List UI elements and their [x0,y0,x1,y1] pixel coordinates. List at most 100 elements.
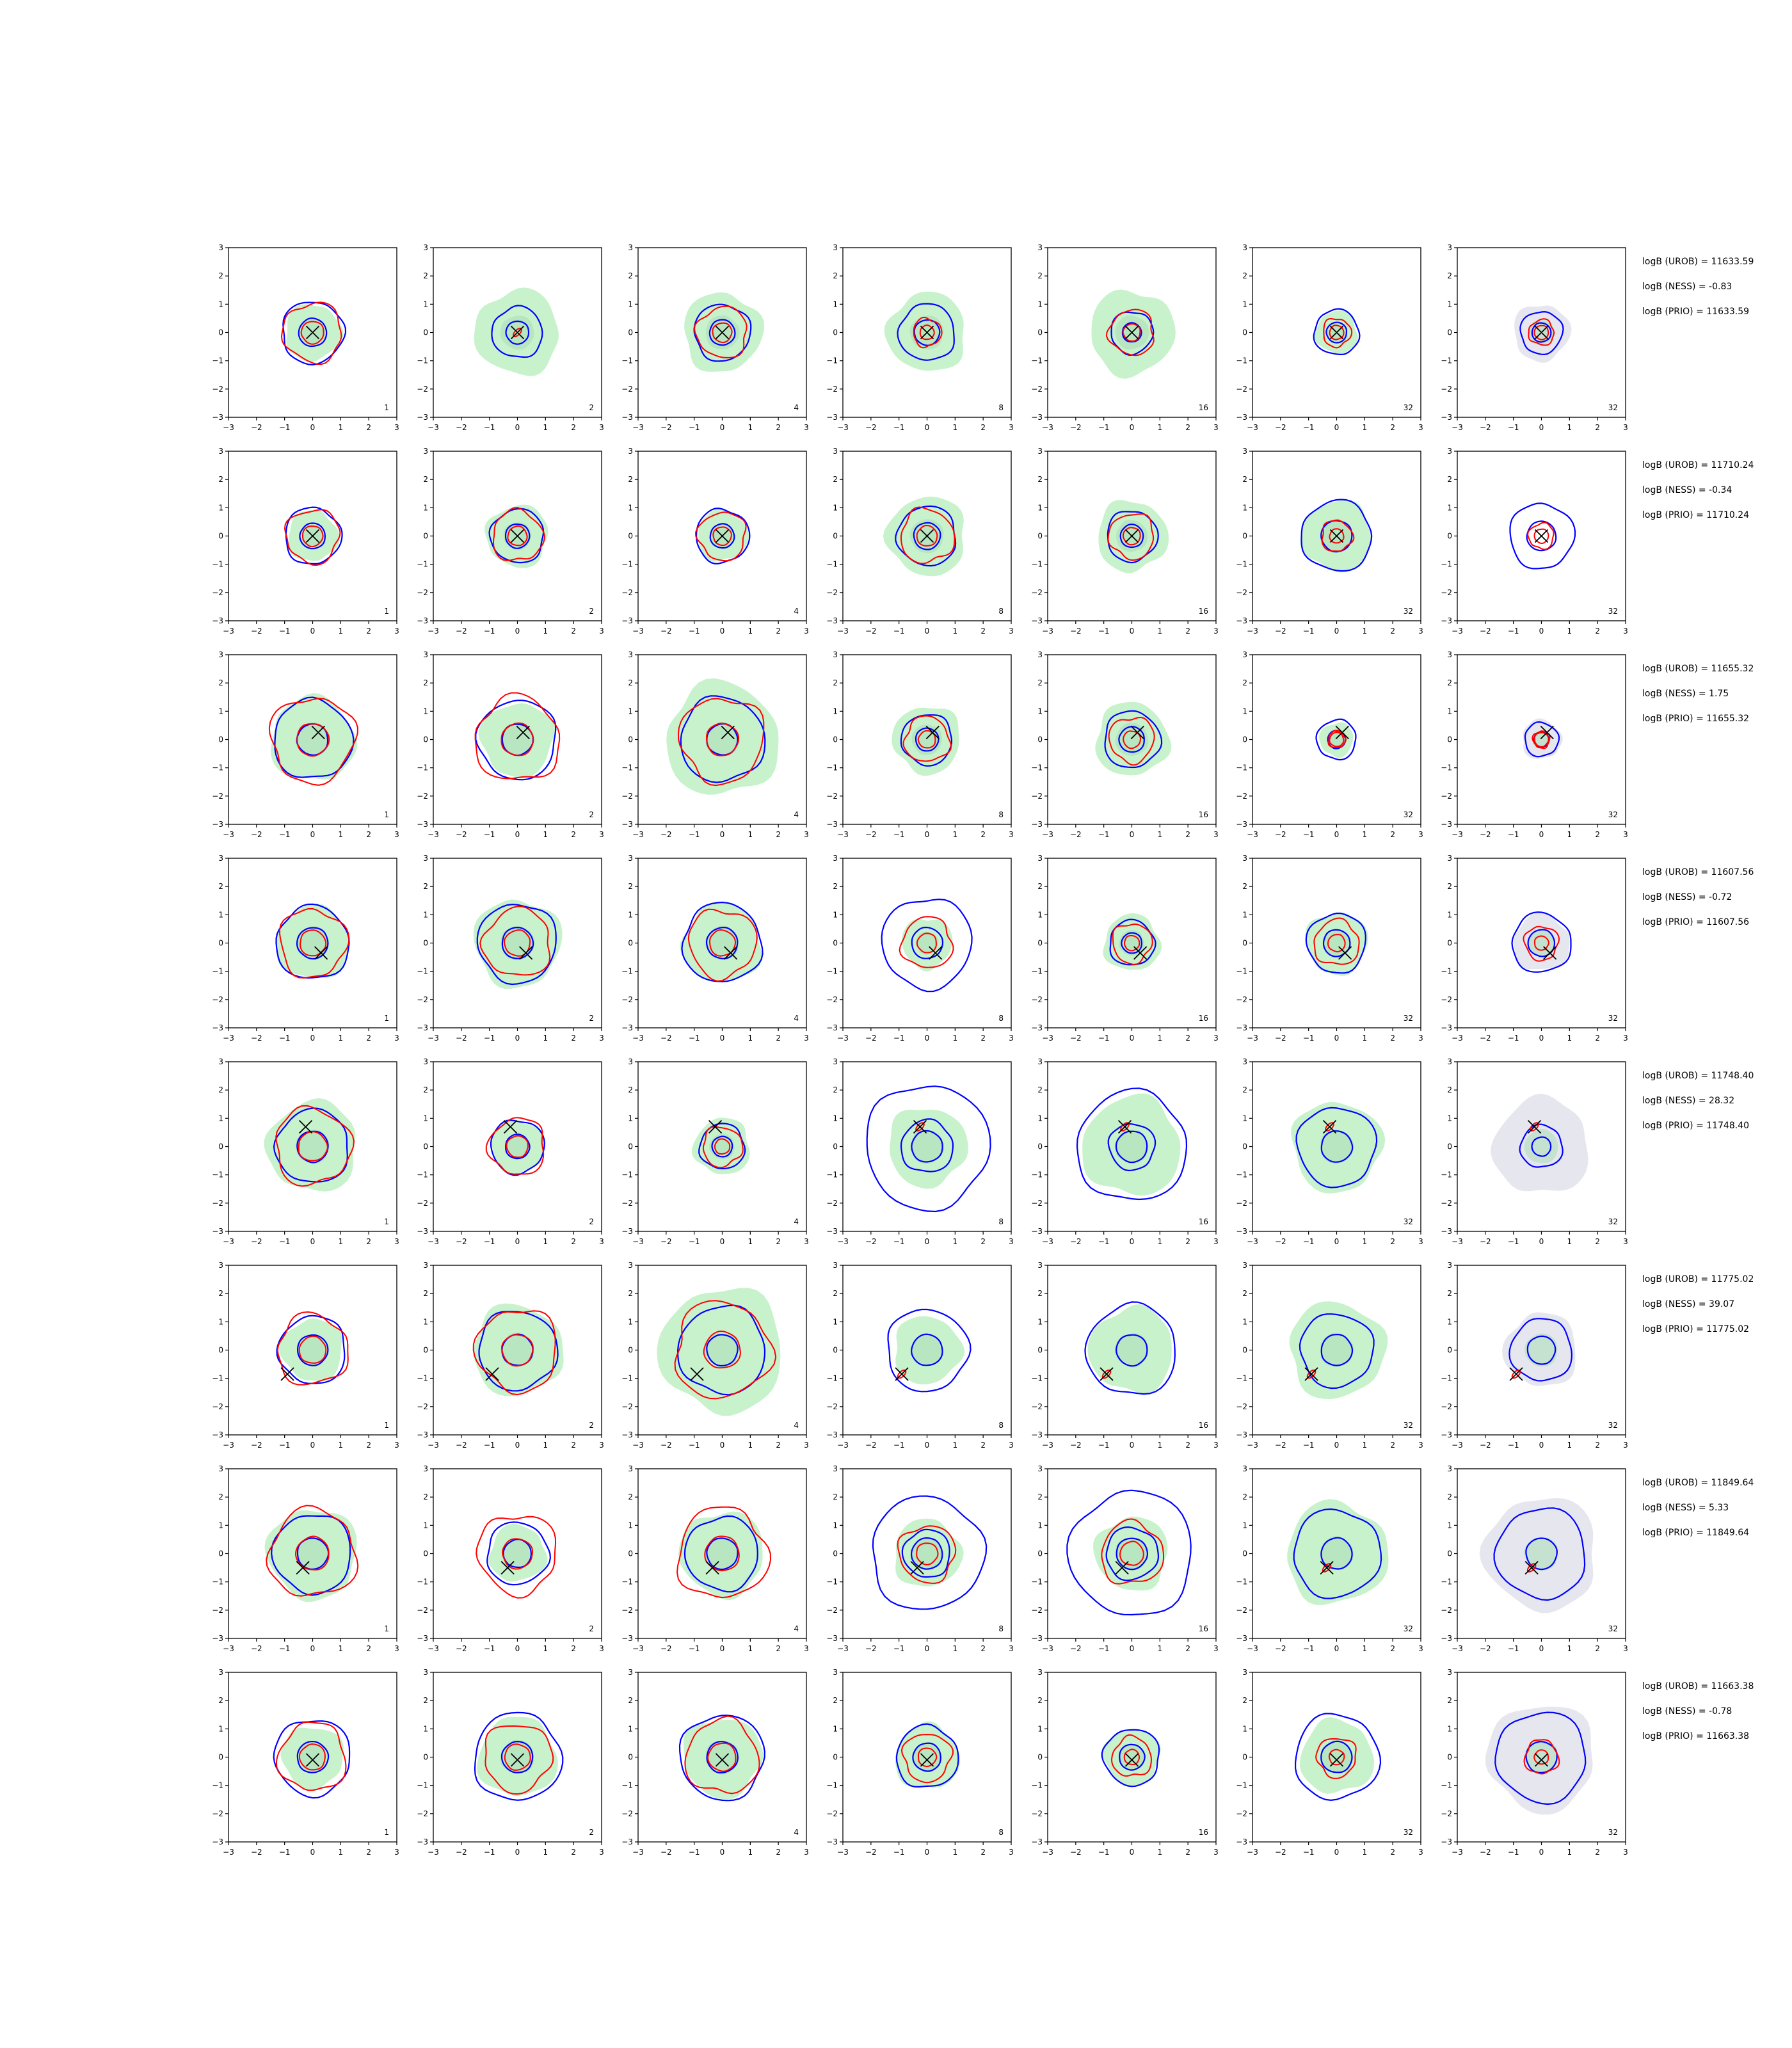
x-tick-label: −3 [1452,1237,1463,1246]
y-tick-label: −1 [212,1578,223,1587]
panel-label: 32 [1404,1217,1413,1226]
y-tick-label: 1 [1447,707,1452,716]
y-tick-label: 2 [833,475,838,484]
red-contour-outer [275,1721,347,1791]
x-tick-label: 1 [748,1441,753,1450]
true-value-marker [721,725,735,740]
x-tick-label: 1 [748,1034,753,1043]
x-tick-label: 2 [980,830,986,839]
x-tick-label: −1 [1508,627,1519,636]
y-tick-label: −1 [1031,356,1043,365]
subplot: −3 −2 −1 0 1 2 3 −3 −2 −1 0 1 2 3 32 [1441,447,1628,636]
x-tick-label: −3 [428,1441,439,1450]
x-tick-label: −1 [484,1237,495,1246]
panel-label: 8 [998,1014,1004,1023]
y-tick-label: −2 [1031,588,1043,597]
red-contour-outer [1105,308,1155,356]
subplot: −3 −2 −1 0 1 2 3 −3 −2 −1 0 1 2 3 2 [417,1668,604,1857]
y-tick-label: 0 [628,1346,633,1355]
x-tick-label: 3 [1623,423,1628,432]
y-tick-label: 1 [423,300,428,308]
subplot: −3 −2 −1 0 1 2 3 −3 −2 −1 0 1 2 3 32 [1236,1668,1423,1857]
logb-annotation: logB (NESS) = -0.83 [1642,282,1732,292]
y-tick-label: −3 [1236,820,1247,829]
x-tick-label: −1 [893,423,905,432]
red-contour-inner [1329,324,1345,340]
y-tick-label: 2 [1242,475,1247,484]
x-tick-label: −3 [223,830,234,839]
y-tick-label: −3 [212,413,223,422]
x-tick-label: −2 [456,1441,467,1450]
subplot: −3 −2 −1 0 1 2 3 −3 −2 −1 0 1 2 3 4 [621,1668,809,1857]
panel-label: 16 [1199,1828,1208,1837]
x-tick-label: 1 [543,423,548,432]
y-tick-label: 1 [1242,910,1247,919]
red-contour-outer [1321,519,1355,552]
panel-label: 2 [589,1217,594,1226]
y-tick-label: −1 [826,1171,838,1180]
blue-contour-outer [1066,1489,1192,1616]
y-tick-label: 3 [1242,650,1247,659]
y-tick-label: 3 [1037,243,1043,252]
red-contour-inner [500,1334,534,1367]
x-tick-label: −1 [1303,830,1315,839]
y-tick-label: 1 [1242,1114,1247,1123]
x-tick-label: −1 [1098,1441,1110,1450]
x-tick-label: 3 [1213,830,1219,839]
x-tick-label: −1 [484,1034,495,1043]
x-tick-label: −2 [456,1644,467,1653]
y-tick-label: −3 [1441,1430,1452,1439]
x-tick-label: −1 [1508,830,1519,839]
y-tick-label: 2 [628,1492,633,1501]
x-tick-label: 0 [925,627,930,636]
red-contour-inner [1329,732,1345,748]
density-core [1524,1333,1558,1367]
y-tick-label: −3 [826,1634,838,1643]
y-tick-label: 3 [1037,650,1043,659]
y-tick-label: 1 [1242,300,1247,308]
x-tick-label: 0 [1334,1441,1340,1450]
density-core [1320,1332,1354,1367]
density-core [504,1540,531,1566]
y-tick-label: −3 [621,1430,633,1439]
y-tick-label: 0 [833,1549,838,1558]
logb-annotation: logB (UROB) = 11655.32 [1642,664,1754,674]
panel-label: 32 [1404,1421,1413,1430]
blue-contour-outer [282,301,347,366]
x-tick-label: −1 [1303,423,1315,432]
y-tick-label: −2 [1441,385,1452,394]
blue-contour-inner [708,319,736,346]
subplot: −3 −2 −1 0 1 2 3 −3 −2 −1 0 1 2 3 32 [1441,650,1628,839]
y-tick-label: −3 [826,820,838,829]
density-core [1320,1535,1354,1570]
y-tick-label: 1 [1447,1114,1452,1123]
x-tick-label: 0 [310,1644,316,1653]
y-tick-label: 3 [218,243,223,252]
x-tick-label: −1 [689,1644,700,1653]
red-contour-outer [476,1516,557,1599]
y-tick-label: 0 [423,1549,428,1558]
red-contour-inner [916,524,938,547]
red-contour-outer [1323,317,1353,349]
x-tick-label: −3 [223,1237,234,1246]
true-value-marker [724,946,738,960]
blue-contour-outer [900,714,952,767]
y-tick-label: −3 [1441,820,1452,829]
blue-contour-inner [1115,1334,1148,1367]
y-tick-label: 2 [833,1696,838,1705]
y-tick-label: −2 [417,588,428,597]
x-tick-label: −2 [456,423,467,432]
x-tick-label: 0 [1130,1644,1135,1653]
x-tick-label: −2 [1275,1237,1286,1246]
x-tick-label: −1 [484,423,495,432]
blue-contour-outer [872,1495,988,1610]
x-tick-label: 1 [1567,1644,1572,1653]
red-contour-outer [676,1506,772,1599]
x-tick-label: 3 [1623,1848,1628,1857]
y-tick-label: −1 [826,764,838,772]
y-tick-label: 0 [1242,1753,1247,1762]
y-tick-label: −3 [1441,616,1452,625]
panel-label: 8 [998,1828,1004,1837]
x-tick-label: 1 [953,1644,958,1653]
x-tick-label: 1 [339,423,344,432]
